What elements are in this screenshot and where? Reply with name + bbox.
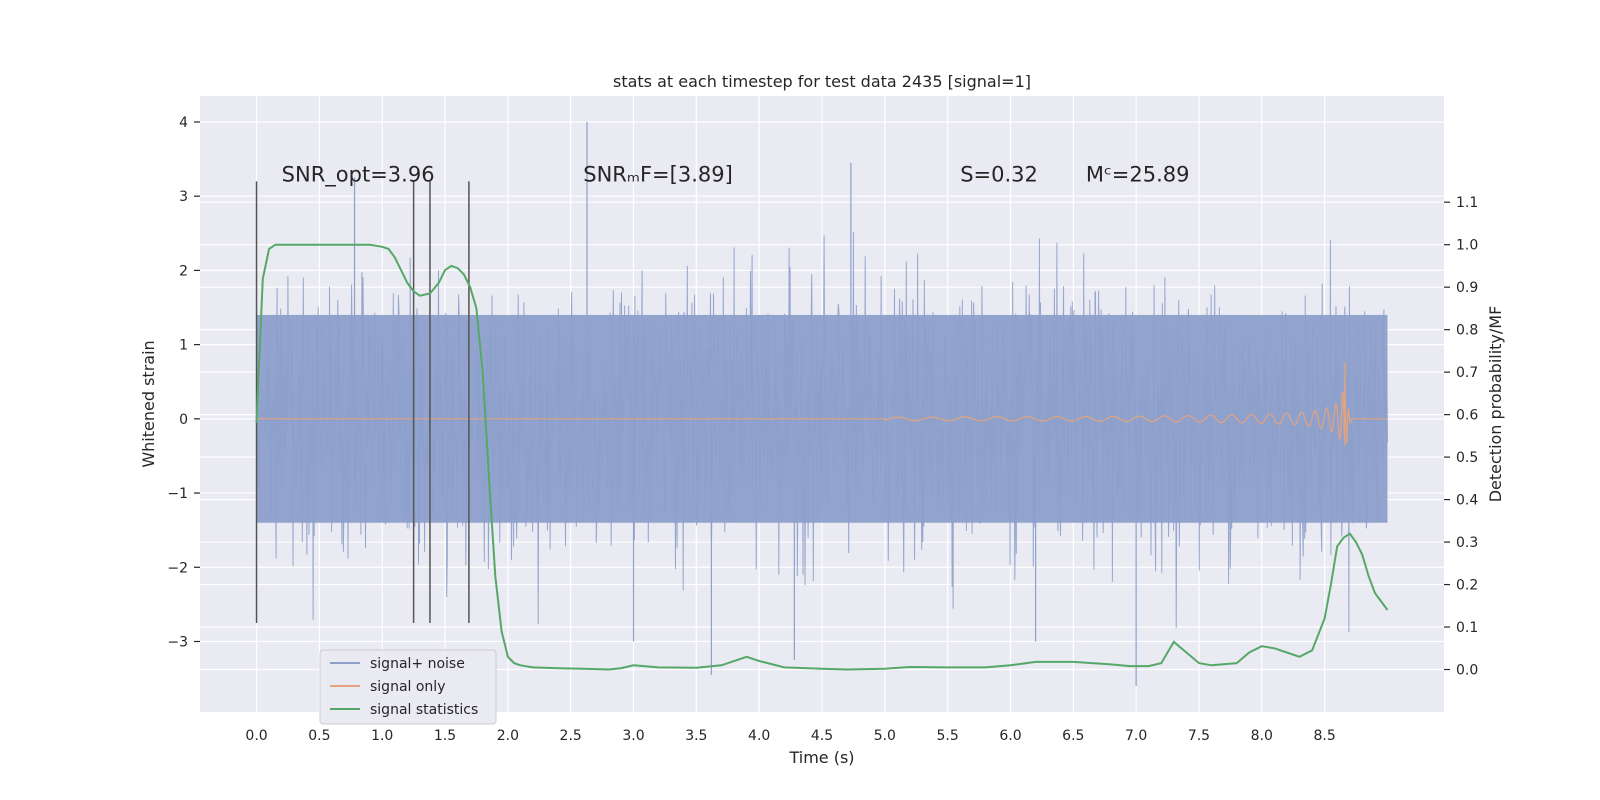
- series-signal-statistics: [255, 243, 1389, 671]
- y-tick-label: 4: [179, 115, 188, 131]
- annotation: S=0.32: [960, 162, 1038, 186]
- x-tick-label: 7.0: [1125, 728, 1147, 744]
- signal-trace: [256, 361, 1388, 447]
- y-axis-label: Whitened strain: [139, 340, 158, 467]
- y2-tick-label: 0.3: [1456, 535, 1478, 551]
- legend-label-noise: signal+ noise: [370, 656, 465, 672]
- x-tick-label: 3.0: [622, 728, 644, 744]
- y2-tick-label: 0.1: [1456, 620, 1478, 636]
- y2-tick-label: 0.4: [1456, 493, 1478, 509]
- noise-trace: [256, 231, 1388, 633]
- x-tick-label: 1.0: [371, 728, 393, 744]
- x-tick-label: 3.5: [685, 728, 707, 744]
- series-signal-only: [256, 361, 1388, 447]
- chart-title: stats at each timestep for test data 243…: [613, 72, 1031, 91]
- y2-tick-label: 0.2: [1456, 578, 1478, 594]
- y-tick-label: 2: [179, 263, 188, 279]
- y-tick-label: 1: [179, 338, 188, 354]
- annotation: SNR_opt=3.96: [282, 162, 435, 187]
- x-tick-label: 5.0: [874, 728, 896, 744]
- x-tick-label: 5.5: [937, 728, 959, 744]
- annotation: SNRₘF=[3.89]: [583, 162, 733, 186]
- y2-tick-label: 0.5: [1456, 450, 1478, 466]
- y2-tick-label: 0.8: [1456, 323, 1478, 339]
- y-tick-label: 0: [179, 412, 188, 428]
- x-tick-label: 0.0: [245, 728, 267, 744]
- x-tick-label: 4.5: [811, 728, 833, 744]
- annotations: SNR_opt=3.96 SNRₘF=[3.89] S=0.32 Mᶜ=25.89: [282, 162, 1190, 187]
- x-axis-label: Time (s): [788, 748, 854, 767]
- y2-tick-label: 0.0: [1456, 663, 1478, 679]
- y2-tick-label: 1.0: [1456, 238, 1478, 254]
- x-tick-label: 6.0: [999, 728, 1021, 744]
- y2-tick-label: 0.6: [1456, 408, 1478, 424]
- x-tick-label: 8.0: [1251, 728, 1273, 744]
- x-tick-label: 6.5: [1062, 728, 1084, 744]
- x-tick-label: 8.5: [1313, 728, 1335, 744]
- legend-label-signal: signal only: [370, 679, 445, 695]
- y-tick-label: −1: [167, 486, 188, 502]
- x-tick-label: 4.0: [748, 728, 770, 744]
- x-tick-label: 7.5: [1188, 728, 1210, 744]
- x-tick-label: 1.5: [434, 728, 456, 744]
- legend-frame: [319, 649, 497, 725]
- x-tick-label: 0.5: [308, 728, 330, 744]
- x-tick-label: 2.0: [497, 728, 519, 744]
- y-ticks: −3 −2 −1 0 1 2 3 4: [167, 115, 200, 650]
- annotation: Mᶜ=25.89: [1086, 162, 1190, 186]
- y2-tick-label: 0.7: [1456, 365, 1478, 381]
- x-tick-label: 2.5: [560, 728, 582, 744]
- y2-tick-label: 0.9: [1456, 280, 1478, 296]
- y2-axis-label: Detection probability/MF: [1486, 306, 1505, 503]
- legend: signal+ noise signal only signal statist…: [319, 649, 497, 725]
- y2-ticks: 0.0 0.1 0.2 0.3 0.4 0.5 0.6 0.7 0.8 0.9 1.0 1.1: [1444, 195, 1478, 679]
- y-tick-label: −3: [167, 634, 188, 650]
- legend-label-statistics: signal statistics: [370, 702, 478, 718]
- statistics-line: [255, 243, 1389, 671]
- y-tick-label: −2: [167, 560, 188, 576]
- y2-tick-label: 1.1: [1456, 195, 1478, 211]
- y-tick-label: 3: [179, 189, 188, 205]
- x-ticks: 0.0 0.5 1.0 1.5 2.0 2.5 3.0 3.5 4.0 4.5 5.0 5.5 6.0 6…: [245, 728, 1335, 744]
